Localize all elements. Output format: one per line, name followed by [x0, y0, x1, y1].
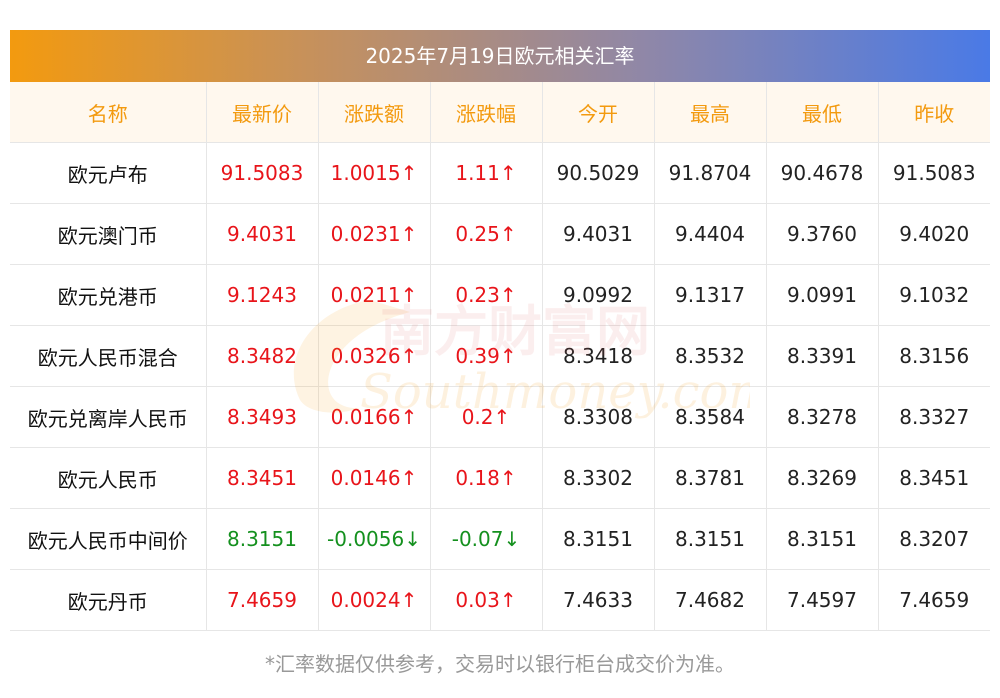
- high-cell: 8.3781: [654, 447, 767, 509]
- latest-cell: 9.4031: [206, 203, 319, 265]
- open-cell: 8.3418: [542, 325, 655, 387]
- change-cell: 0.0326↑: [318, 325, 431, 387]
- change-cell: -0.0056↓: [318, 508, 431, 570]
- pct-cell: 0.23↑: [430, 264, 543, 326]
- prev-cell: 8.3207: [878, 508, 990, 570]
- low-cell: 8.3391: [766, 325, 879, 387]
- name-cell: 欧元人民币混合: [10, 325, 207, 387]
- change-cell: 0.0231↑: [318, 203, 431, 265]
- high-cell: 91.8704: [654, 142, 767, 204]
- prev-cell: 9.4020: [878, 203, 990, 265]
- latest-cell: 8.3493: [206, 386, 319, 448]
- prev-cell: 8.3156: [878, 325, 990, 387]
- low-cell: 9.0991: [766, 264, 879, 326]
- col-header-pct: 涨跌幅: [430, 82, 543, 143]
- latest-cell: 91.5083: [206, 142, 319, 204]
- low-cell: 8.3278: [766, 386, 879, 448]
- latest-cell: 8.3482: [206, 325, 319, 387]
- change-cell: 0.0211↑: [318, 264, 431, 326]
- table-title: 2025年7月19日欧元相关汇率: [10, 30, 990, 82]
- col-header-name: 名称: [10, 82, 207, 143]
- low-cell: 90.4678: [766, 142, 879, 204]
- change-cell: 0.0146↑: [318, 447, 431, 509]
- open-cell: 7.4633: [542, 569, 655, 631]
- latest-cell: 7.4659: [206, 569, 319, 631]
- low-cell: 8.3269: [766, 447, 879, 509]
- pct-cell: 0.39↑: [430, 325, 543, 387]
- low-cell: 9.3760: [766, 203, 879, 265]
- name-cell: 欧元丹币: [10, 569, 207, 631]
- open-cell: 9.4031: [542, 203, 655, 265]
- col-header-latest: 最新价: [206, 82, 319, 143]
- prev-cell: 9.1032: [878, 264, 990, 326]
- table-row: 欧元兑港币 9.1243 0.0211↑ 0.23↑ 9.0992 9.1317 9.099…: [10, 264, 990, 326]
- name-cell: 欧元兑港币: [10, 264, 207, 326]
- col-header-low: 最低: [766, 82, 879, 143]
- table-row: 欧元丹币 7.4659 0.0024↑ 0.03↑ 7.4633 7.4682 7.4597…: [10, 569, 990, 631]
- open-cell: 8.3308: [542, 386, 655, 448]
- disclaimer-footnote: *汇率数据仅供参考，交易时以银行柜台成交价为准。: [265, 652, 735, 676]
- exchange-rate-table: 名称 最新价 涨跌额 涨跌幅 今开 最高 最低 昨收 欧元卢布 91.5083 1.…: [10, 82, 990, 631]
- pct-cell: 0.25↑: [430, 203, 543, 265]
- col-header-change: 涨跌额: [318, 82, 431, 143]
- low-cell: 8.3151: [766, 508, 879, 570]
- prev-cell: 8.3451: [878, 447, 990, 509]
- open-cell: 90.5029: [542, 142, 655, 204]
- change-cell: 0.0024↑: [318, 569, 431, 631]
- col-header-open: 今开: [542, 82, 655, 143]
- latest-cell: 8.3151: [206, 508, 319, 570]
- col-header-high: 最高: [654, 82, 767, 143]
- high-cell: 9.1317: [654, 264, 767, 326]
- name-cell: 欧元卢布: [10, 142, 207, 204]
- latest-cell: 8.3451: [206, 447, 319, 509]
- high-cell: 8.3151: [654, 508, 767, 570]
- high-cell: 8.3532: [654, 325, 767, 387]
- low-cell: 7.4597: [766, 569, 879, 631]
- table-row: 欧元人民币 8.3451 0.0146↑ 0.18↑ 8.3302 8.3781 8.326…: [10, 447, 990, 509]
- name-cell: 欧元人民币: [10, 447, 207, 509]
- table-row: 欧元澳门币 9.4031 0.0231↑ 0.25↑ 9.4031 9.4404 9.376…: [10, 203, 990, 265]
- pct-cell: 1.11↑: [430, 142, 543, 204]
- change-cell: 0.0166↑: [318, 386, 431, 448]
- high-cell: 7.4682: [654, 569, 767, 631]
- pct-cell: 0.2↑: [430, 386, 543, 448]
- latest-cell: 9.1243: [206, 264, 319, 326]
- table-row: 欧元人民币中间价 8.3151 -0.0056↓ -0.07↓ 8.3151 8.3151…: [10, 508, 990, 570]
- table-row: 欧元兑离岸人民币 8.3493 0.0166↑ 0.2↑ 8.3308 8.3584 8.3…: [10, 386, 990, 448]
- open-cell: 9.0992: [542, 264, 655, 326]
- table-row: 欧元人民币混合 8.3482 0.0326↑ 0.39↑ 8.3418 8.3532 8.3…: [10, 325, 990, 387]
- pct-cell: 0.03↑: [430, 569, 543, 631]
- pct-cell: -0.07↓: [430, 508, 543, 570]
- header-row: 名称 最新价 涨跌额 涨跌幅 今开 最高 最低 昨收: [10, 82, 990, 143]
- prev-cell: 8.3327: [878, 386, 990, 448]
- col-header-prev: 昨收: [878, 82, 990, 143]
- high-cell: 8.3584: [654, 386, 767, 448]
- open-cell: 8.3151: [542, 508, 655, 570]
- table-row: 欧元卢布 91.5083 1.0015↑ 1.11↑ 90.5029 91.8704 90.…: [10, 142, 990, 204]
- name-cell: 欧元兑离岸人民币: [10, 386, 207, 448]
- name-cell: 欧元人民币中间价: [10, 508, 207, 570]
- name-cell: 欧元澳门币: [10, 203, 207, 265]
- change-cell: 1.0015↑: [318, 142, 431, 204]
- open-cell: 8.3302: [542, 447, 655, 509]
- pct-cell: 0.18↑: [430, 447, 543, 509]
- prev-cell: 7.4659: [878, 569, 990, 631]
- prev-cell: 91.5083: [878, 142, 990, 204]
- high-cell: 9.4404: [654, 203, 767, 265]
